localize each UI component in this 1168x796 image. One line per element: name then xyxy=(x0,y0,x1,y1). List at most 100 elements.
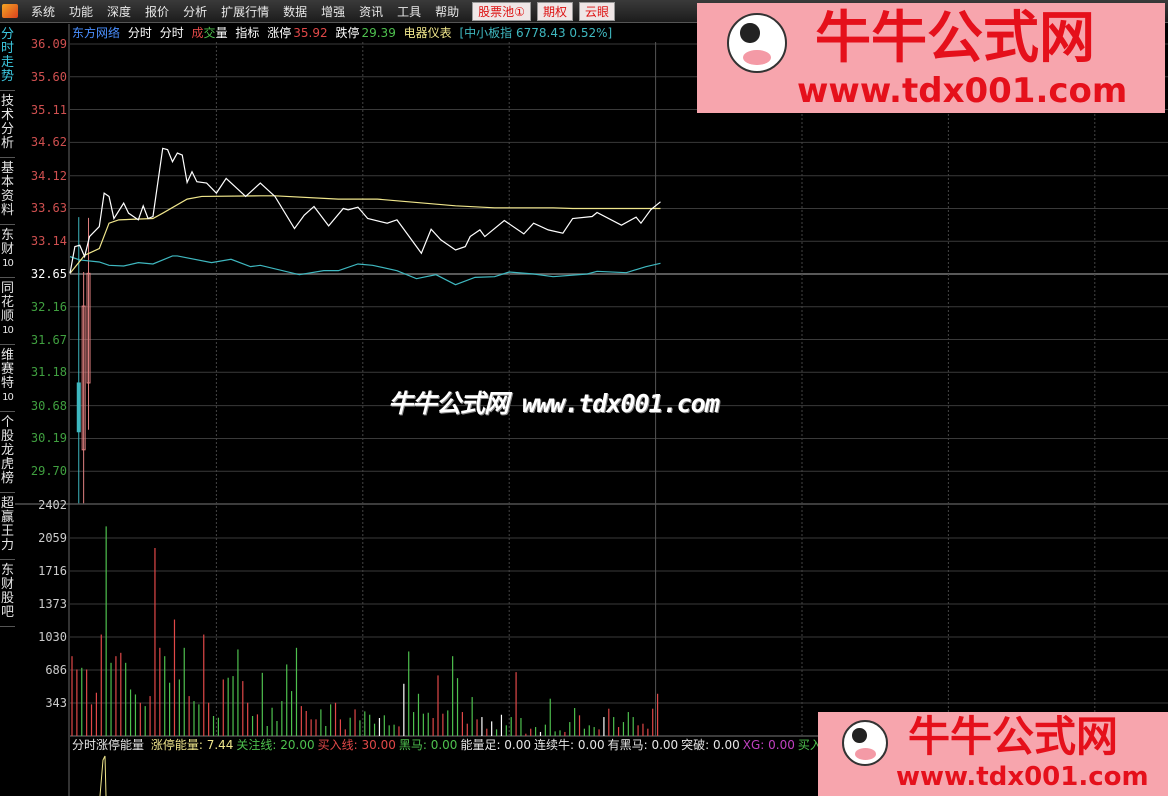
sidebar-tab-label: 龙 xyxy=(0,443,14,458)
indicator-value: XG: 0.00 xyxy=(742,738,795,752)
price-axis-tick: 30.19 xyxy=(30,431,67,446)
sidebar-tab[interactable]: 个股龙虎榜 xyxy=(0,412,15,493)
price-axis-tick: 34.12 xyxy=(30,168,67,183)
mode-label-2[interactable]: 分时 xyxy=(159,26,184,40)
sidebar-tab[interactable]: 分时走势 xyxy=(0,24,15,91)
menu-item[interactable]: 报价 xyxy=(145,4,170,19)
indicator-value: 涨停能量: 7.44 xyxy=(150,738,234,752)
volume-label-a[interactable]: 成 xyxy=(191,26,204,40)
price-axis-tick: 33.63 xyxy=(30,201,67,216)
sidebar: 分时走势技术分析基本资料东财 10 同花顺 10 维赛特 10 个股龙虎榜超赢王力东财股吧 xyxy=(0,24,15,627)
price-axis-tick: 29.70 xyxy=(30,464,67,479)
opening-bar-body xyxy=(86,272,91,384)
sidebar-tab-label: 本 xyxy=(0,175,14,190)
indicator-value: 黑马: 0.00 xyxy=(398,738,458,752)
opening-bar-body xyxy=(76,382,81,433)
price-axis-tick: 32.16 xyxy=(30,299,67,314)
volume-axis-tick: 2059 xyxy=(38,530,67,545)
sidebar-tab-label: 分 xyxy=(0,27,14,42)
watermark-banner-bottom: 牛牛公式网 www.tdx001.com xyxy=(818,712,1168,796)
sidebar-tab-label: 走 xyxy=(0,55,14,70)
sidebar-tab[interactable]: 技术分析 xyxy=(0,91,15,158)
sidebar-tab-label: 势 xyxy=(0,69,14,84)
indicator-label[interactable]: 指标 xyxy=(235,26,260,40)
volume-axis-tick: 686 xyxy=(45,663,67,678)
cow-mascot-icon xyxy=(842,720,888,766)
sidebar-tab-label: 资 xyxy=(0,189,14,204)
toolbar-button[interactable]: 云眼 xyxy=(578,1,615,21)
volume-label-c[interactable]: 量 xyxy=(215,26,228,40)
menu-bar: 系统 功能 深度 报价 分析 扩展行情 数据 增强 资讯 工具 帮助 股票池① 期权 云眼 xyxy=(0,0,1168,23)
price-axis-tick: 30.68 xyxy=(30,398,67,413)
menu-item[interactable]: 扩展行情 xyxy=(221,4,270,19)
sector-label[interactable]: 电器仪表 xyxy=(403,26,452,40)
watermark-banner-top: 牛牛公式网 www.tdx001.com xyxy=(697,3,1165,113)
indicator-value: 连续牛: 0.00 xyxy=(534,738,605,752)
banner-brand: 牛牛公式网 xyxy=(815,5,1095,71)
sidebar-tab[interactable]: 东财股吧 xyxy=(0,560,15,627)
sidebar-tab[interactable]: 同花顺 10 xyxy=(0,278,15,345)
sidebar-tab-label: 同 xyxy=(0,281,14,296)
sidebar-tab-label: 顺 xyxy=(0,309,14,324)
average-price-line xyxy=(69,195,661,274)
banner-url: www.tdx001.com xyxy=(797,71,1128,111)
menu-item[interactable]: 系统 xyxy=(31,4,56,19)
menu-item[interactable]: 帮助 xyxy=(435,4,460,19)
sidebar-tab-label: 析 xyxy=(0,136,14,151)
price-axis-tick: 33.14 xyxy=(30,234,67,249)
banner-url: www.tdx001.com xyxy=(896,762,1149,792)
toolbar-button[interactable]: 期权 xyxy=(536,1,573,21)
menu-item[interactable]: 深度 xyxy=(107,4,132,19)
menu-item[interactable]: 功能 xyxy=(69,4,94,19)
volume-axis-tick: 1373 xyxy=(38,596,67,611)
indicator-name[interactable]: 分时涨停能量 xyxy=(72,738,145,752)
cow-mascot-icon xyxy=(727,13,787,73)
sidebar-tab-label: 料 xyxy=(0,203,14,218)
menu-item[interactable]: 工具 xyxy=(397,4,422,19)
price-axis-tick: 32.65 xyxy=(30,267,67,281)
sidebar-tab-label: 股 xyxy=(0,591,14,606)
volume-axis-tick: 1030 xyxy=(38,629,67,644)
price-axis-tick: 31.67 xyxy=(30,332,67,347)
limit-down-label: 跌停 xyxy=(335,26,360,40)
limit-down-value: 29.39 xyxy=(361,26,396,40)
sidebar-tab[interactable]: 东财 10 xyxy=(0,225,15,278)
sidebar-tab-label: 维 xyxy=(0,348,14,363)
menu-item[interactable]: 数据 xyxy=(283,4,308,19)
price-axis-tick: 35.60 xyxy=(30,69,67,84)
sidebar-tab-label: 分 xyxy=(0,122,14,137)
price-axis-tick: 35.11 xyxy=(30,102,67,117)
sidebar-tab-label: 榜 xyxy=(0,471,14,486)
indicator-line-mark xyxy=(99,755,107,796)
sidebar-tab-label: 花 xyxy=(0,295,14,310)
sidebar-tab-label: 虎 xyxy=(0,457,14,472)
sidebar-tab-label: 10 xyxy=(2,325,14,336)
sidebar-tab-label: 赛 xyxy=(0,362,14,377)
sidebar-tab-label: 财 xyxy=(0,242,14,257)
toolbar-button[interactable]: 股票池① xyxy=(472,1,531,21)
menu-item[interactable]: 资讯 xyxy=(359,4,384,19)
sidebar-tab-label: 特 xyxy=(0,376,14,391)
volume-label-b[interactable]: 交 xyxy=(203,26,216,40)
mode-label[interactable]: 分时 xyxy=(127,26,152,40)
menu-item[interactable]: 增强 xyxy=(321,4,346,19)
limit-up-value: 35.92 xyxy=(293,26,328,40)
sidebar-tab-label: 10 xyxy=(2,258,14,269)
sidebar-tab[interactable]: 维赛特 10 xyxy=(0,345,15,412)
volume-axis-tick: 343 xyxy=(45,696,67,710)
opening-bar-body xyxy=(81,305,86,451)
chart-header: 东方网络 分时 分时 成交量 指标 涨停 35.92 跌停 29.39 电器仪表 [… xyxy=(72,25,616,41)
stock-name[interactable]: 东方网络 xyxy=(72,26,121,40)
volume-axis-tick: 2402 xyxy=(38,498,67,512)
watermark-center: 牛牛公式网 www.tdx001.com xyxy=(388,389,720,418)
indicator-line: 分时涨停能量 涨停能量: 7.44 关注线: 20.00 买入线: 30.00 黑马:… xyxy=(72,737,852,753)
index-line xyxy=(69,255,661,286)
sidebar-tab[interactable]: 超赢王力 xyxy=(0,493,15,560)
price-axis-tick: 36.09 xyxy=(30,37,67,52)
sidebar-tab-label: 股 xyxy=(0,429,14,444)
index-info[interactable]: [中小板指 6778.43 0.52%] xyxy=(459,26,613,40)
menu-item[interactable]: 分析 xyxy=(183,4,208,19)
banner-brand: 牛牛公式网 xyxy=(908,712,1119,761)
sidebar-tab[interactable]: 基本资料 xyxy=(0,158,15,225)
indicator-value: 关注线: 20.00 xyxy=(236,738,315,752)
